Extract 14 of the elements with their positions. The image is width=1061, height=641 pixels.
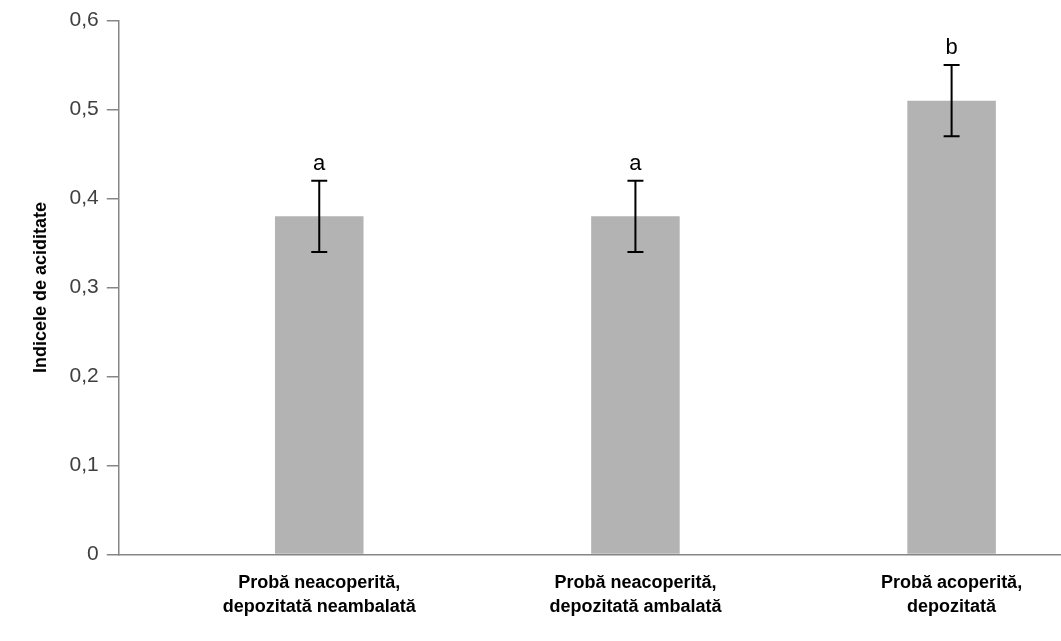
- y-axis-title: Indicele de aciditate: [29, 201, 50, 374]
- x-tick-label: Probă acoperită, depozitată: [881, 571, 1023, 616]
- y-tick-label: 0,6: [69, 7, 99, 31]
- x-tick-label: Probă neacoperită, depozitată neambalată: [222, 571, 417, 616]
- y-tick-label: 0,1: [69, 452, 99, 476]
- annotation: a: [629, 149, 643, 175]
- y-tick-label: 0: [87, 541, 99, 565]
- y-tick-label: 0,3: [69, 274, 99, 298]
- annotation: b: [945, 34, 958, 60]
- x-tick-label: Probă neacoperită, depozitată ambalată: [549, 571, 723, 616]
- y-tick-label: 0,4: [69, 185, 100, 209]
- annotation: a: [313, 149, 327, 175]
- y-tick-label: 0,2: [69, 363, 99, 387]
- y-tick-label: 0,5: [69, 96, 99, 120]
